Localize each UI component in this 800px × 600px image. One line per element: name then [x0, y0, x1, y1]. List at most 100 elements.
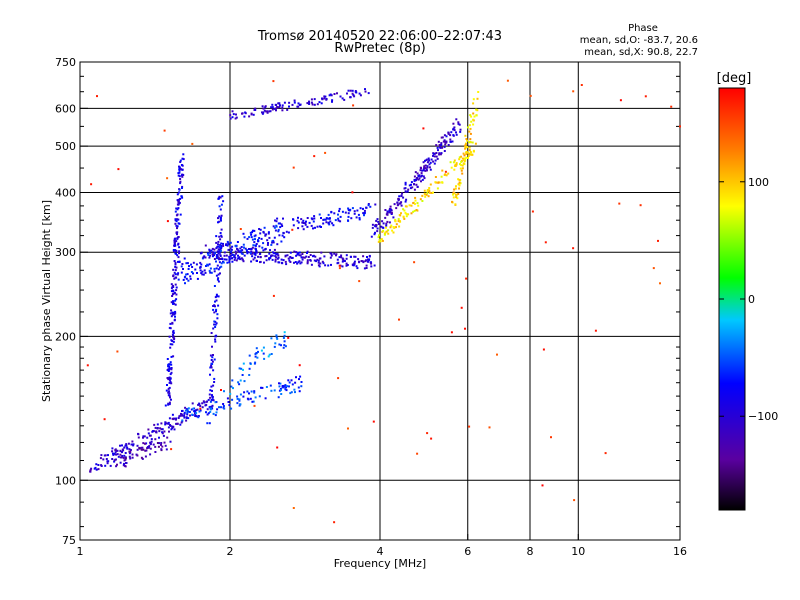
- data-point: [178, 188, 181, 191]
- data-point: [406, 190, 409, 193]
- data-point: [262, 242, 265, 245]
- data-point: [185, 408, 188, 411]
- data-point: [213, 285, 216, 287]
- data-point: [324, 95, 327, 98]
- data-point: [230, 248, 233, 251]
- data-point: [172, 300, 175, 303]
- data-point: [435, 144, 438, 147]
- data-point: [231, 116, 234, 119]
- data-point: [255, 250, 258, 253]
- data-point: [172, 274, 175, 277]
- data-point: [266, 111, 269, 114]
- data-point: [345, 262, 348, 265]
- data-point: [389, 205, 392, 208]
- data-point: [310, 224, 313, 227]
- data-point: [331, 99, 334, 102]
- data-point: [184, 282, 186, 285]
- data-point: [280, 240, 283, 243]
- data-point: [324, 264, 327, 267]
- data-point: [199, 266, 202, 269]
- data-point: [170, 398, 172, 401]
- data-point: [174, 283, 177, 286]
- data-point: [220, 389, 222, 391]
- data-point: [290, 391, 293, 394]
- data-point: [185, 273, 188, 276]
- data-point: [300, 385, 303, 388]
- data-point: [269, 110, 272, 113]
- data-point: [189, 277, 192, 280]
- data-point: [217, 217, 219, 220]
- data-point: [296, 253, 299, 256]
- data-point: [182, 174, 185, 176]
- data-point: [238, 404, 241, 407]
- data-point: [274, 255, 277, 258]
- data-point: [190, 263, 192, 266]
- data-point: [264, 234, 267, 237]
- data-point: [167, 422, 170, 425]
- data-point: [410, 212, 413, 215]
- data-point: [183, 416, 186, 419]
- data-point: [131, 453, 134, 456]
- data-point: [472, 98, 475, 101]
- data-point: [169, 396, 171, 399]
- data-point: [299, 254, 302, 257]
- data-point: [277, 102, 280, 105]
- data-point: [265, 233, 268, 236]
- data-point: [380, 238, 383, 241]
- data-point: [164, 421, 167, 424]
- data-point: [382, 229, 385, 232]
- data-point: [283, 331, 286, 334]
- data-point: [282, 232, 285, 235]
- data-point: [220, 406, 222, 409]
- data-point: [251, 246, 254, 249]
- data-point: [449, 134, 452, 137]
- data-point: [270, 353, 273, 355]
- colorbar-tick-label: −100: [748, 410, 778, 423]
- data-point: [242, 260, 245, 263]
- data-point: [408, 204, 411, 207]
- data-point: [313, 215, 316, 218]
- data-point: [214, 340, 217, 343]
- data-point: [210, 399, 213, 401]
- data-point: [399, 214, 402, 217]
- data-point: [312, 254, 315, 257]
- data-point: [160, 422, 163, 425]
- data-point: [209, 254, 211, 257]
- data-point: [289, 256, 292, 259]
- data-point: [447, 172, 450, 175]
- data-point: [242, 232, 245, 235]
- data-point: [284, 255, 287, 258]
- data-point: [421, 200, 424, 202]
- data-point: [280, 344, 282, 347]
- data-point: [219, 272, 221, 275]
- data-point: [175, 207, 178, 210]
- data-point: [341, 97, 344, 100]
- data-point: [122, 449, 125, 452]
- data-point: [284, 345, 287, 348]
- data-point: [470, 115, 473, 118]
- data-point: [213, 381, 216, 383]
- data-point: [142, 436, 144, 439]
- data-point: [322, 222, 325, 225]
- data-point: [455, 133, 458, 136]
- data-point: [177, 174, 180, 177]
- data-point: [376, 230, 379, 233]
- data-point: [219, 255, 222, 257]
- data-point: [457, 178, 460, 181]
- data-point: [270, 337, 273, 340]
- data-point: [225, 258, 228, 261]
- data-point: [287, 257, 290, 260]
- data-point: [222, 261, 225, 264]
- data-point: [208, 269, 211, 272]
- data-point: [455, 118, 458, 121]
- data-point: [188, 265, 190, 268]
- data-point: [385, 226, 387, 229]
- data-point: [468, 153, 471, 155]
- data-point: [212, 354, 214, 356]
- data-point: [254, 355, 257, 358]
- data-point: [167, 370, 170, 372]
- data-point: [249, 231, 252, 234]
- data-point: [261, 111, 263, 114]
- data-point: [169, 312, 172, 315]
